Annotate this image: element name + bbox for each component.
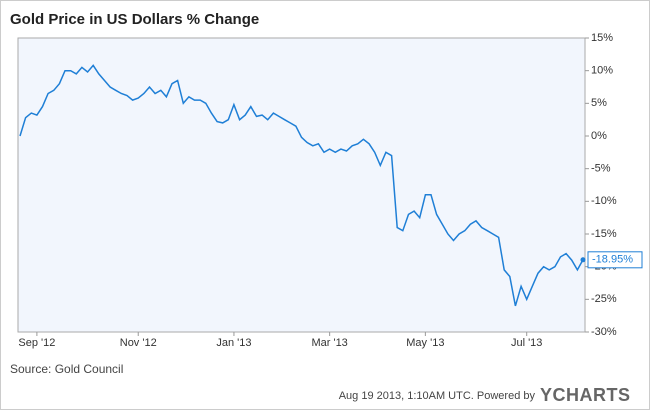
footer: Aug 19 2013, 1:10AM UTC. Powered by	[339, 390, 536, 402]
brand-logo: YCHARTS	[540, 385, 631, 405]
value-label-box	[587, 251, 643, 269]
y-tick-label: -25%	[591, 293, 617, 305]
x-tick-label: Nov '12	[120, 337, 157, 349]
y-tick-label: -15%	[591, 228, 617, 240]
x-tick-label: May '13	[406, 337, 444, 349]
y-tick-label: 10%	[591, 65, 613, 77]
y-tick-label: -30%	[591, 326, 617, 338]
line	[19, 64, 584, 307]
x-tick-label: Sep '12	[18, 337, 55, 349]
chart-title: Gold Price in US Dollars % Change	[10, 11, 259, 28]
end-marker	[580, 257, 586, 263]
x-tick-label: Jan '13	[216, 337, 251, 349]
x-tick-label: Jul '13	[511, 337, 542, 349]
y-tick-label: -10%	[591, 195, 617, 207]
source: Source: Gold Council	[10, 362, 123, 376]
y-tick-label: 5%	[591, 97, 607, 109]
y-tick-label: 15%	[591, 32, 613, 44]
y-tick-label: 0%	[591, 130, 607, 142]
y-tick-label: -5%	[591, 163, 611, 175]
plot-area	[17, 37, 586, 333]
value-label: -18.95%	[592, 254, 633, 266]
x-tick-label: Mar '13	[311, 337, 347, 349]
